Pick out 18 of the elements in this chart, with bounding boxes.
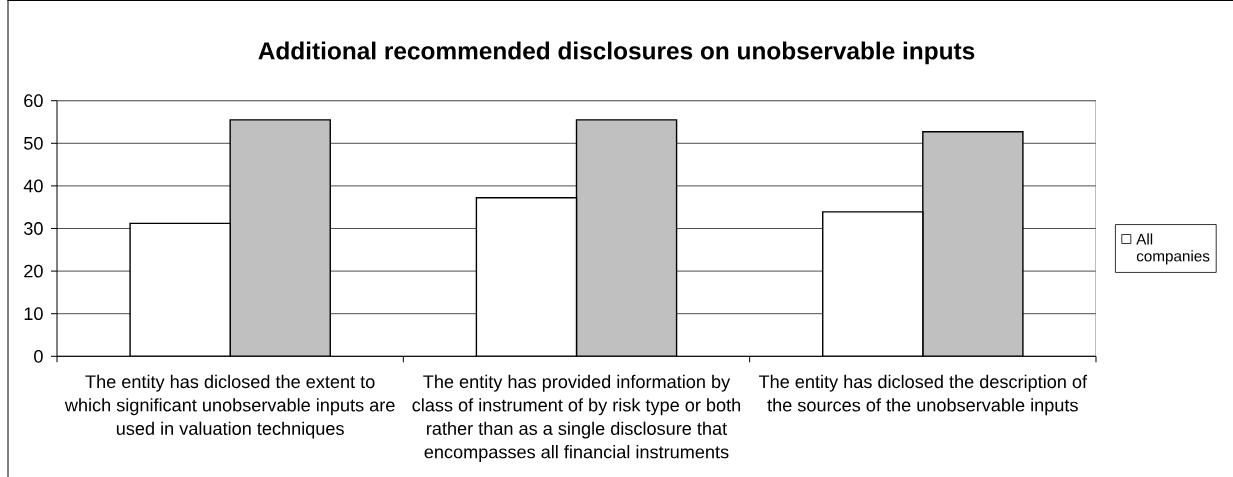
bar bbox=[822, 211, 924, 357]
bar bbox=[475, 197, 578, 357]
y-tick-label: 50 bbox=[24, 136, 43, 150]
y-tick-label: 60 bbox=[24, 94, 43, 108]
y-tick-label: 0 bbox=[34, 349, 43, 363]
chart-title: Additional recommended disclosures on unobservable inputs bbox=[258, 41, 975, 65]
y-tick-label: 40 bbox=[23, 179, 43, 193]
y-tick-label: 30 bbox=[24, 222, 43, 235]
bar bbox=[129, 222, 231, 357]
y-tick-label: 20 bbox=[24, 264, 43, 278]
x-tick-label: The entity has diclosed the description of the sources of the unobservable inputs bbox=[758, 374, 1088, 416]
y-tick-label: 10 bbox=[24, 307, 43, 321]
bar bbox=[575, 119, 678, 357]
x-tick-label: The entity has provided information by class of instrument of by risk type or both rather than as a single disclosure that encompasses all financial instruments bbox=[412, 374, 741, 462]
text: All companies bbox=[1136, 233, 1210, 265]
x-tick-label: The entity has diclosed the extent to which significant unobservable inputs are used in valuation techniques bbox=[64, 374, 395, 439]
bar bbox=[229, 119, 331, 357]
bar bbox=[922, 131, 1024, 357]
